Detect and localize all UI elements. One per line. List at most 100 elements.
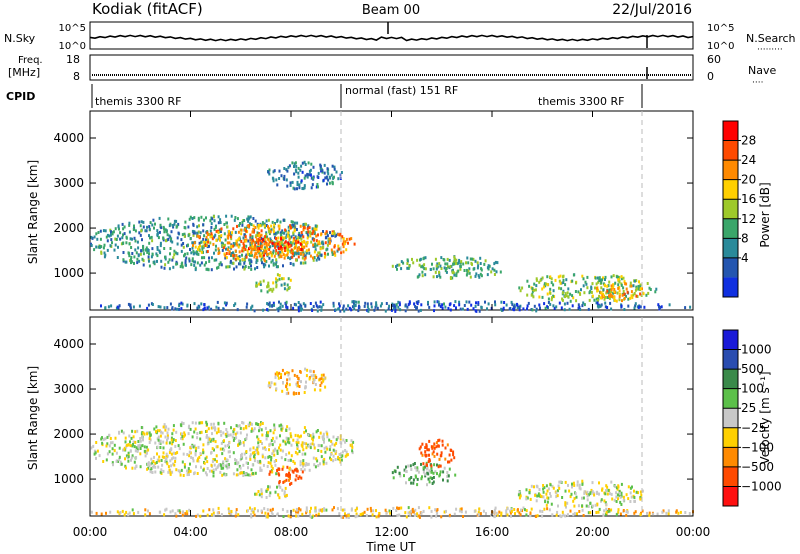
x-tick-label: 20:00 [575,525,610,539]
data-cell [167,470,170,474]
data-cell [291,220,294,224]
power-data [90,160,692,313]
data-cell [418,514,421,518]
data-cell [287,514,290,518]
data-cell [230,254,232,257]
data-cell [122,448,125,452]
colorbar-tick-label: 100 [741,382,764,396]
data-cell [99,237,102,241]
data-cell [516,508,519,512]
data-cell [275,231,278,235]
data-cell [213,235,216,239]
data-cell [254,219,257,223]
data-cell [258,429,260,433]
data-cell [294,433,297,437]
data-cell [252,239,254,243]
data-cell [531,289,534,293]
data-cell [138,220,141,224]
data-cell [620,275,623,279]
data-cell [224,457,227,461]
velocity-ylabel: Slant Range [km] [26,366,40,470]
data-cell [518,490,521,494]
data-cell [188,424,191,428]
data-cell [306,175,309,179]
data-cell [453,512,456,516]
data-cell [400,267,403,271]
data-cell [257,242,260,245]
data-cell [439,264,442,268]
data-cell [427,302,429,306]
data-cell [156,234,159,238]
data-cell [203,306,206,310]
data-cell [322,373,325,377]
data-cell [311,309,314,312]
data-cell [272,179,275,183]
data-cell [119,511,122,514]
data-cell [469,275,472,279]
data-cell [581,496,583,500]
colorbar-tick-label: 24 [741,153,756,167]
data-cell [218,228,221,232]
data-cell [296,443,298,447]
data-cell [433,442,436,446]
data-cell [173,249,176,253]
data-cell [311,227,314,231]
data-cell [612,274,615,278]
data-cell [111,232,114,236]
data-cell [191,217,194,220]
data-cell [394,308,397,312]
data-cell [585,504,588,508]
data-cell [606,485,609,489]
data-cell [370,305,373,309]
data-cell [541,295,544,299]
data-cell [582,284,585,288]
data-cell [266,431,268,435]
data-cell [245,305,248,309]
freq-label-1: Freq. [18,55,43,66]
data-cell [265,260,268,263]
data-cell [307,230,310,234]
data-cell [355,512,358,516]
data-cell [392,476,395,480]
data-cell [174,512,177,516]
data-cell [296,438,299,442]
data-cell [338,453,341,456]
data-cell [116,234,119,238]
data-cell [245,461,248,465]
data-cell [581,504,584,508]
data-cell [283,241,286,245]
data-cell [633,511,636,515]
data-cell [607,508,610,511]
data-cell [121,242,124,245]
data-cell [96,237,99,241]
data-cell [587,493,590,497]
data-cell [275,260,278,264]
data-cell [163,423,166,427]
data-cell [351,445,354,449]
data-cell [268,472,271,476]
data-cell [251,508,254,512]
data-cell [246,302,249,306]
data-cell [243,258,246,262]
data-cell [228,241,231,245]
data-cell [297,306,300,310]
data-cell [578,510,581,513]
data-cell [312,258,315,262]
data-cell [159,241,162,245]
data-cell [284,254,287,258]
x-tick-label: 16:00 [475,525,510,539]
data-cell [297,233,300,237]
data-cell [284,494,286,498]
data-cell [324,450,327,454]
data-cell [557,484,560,488]
data-cell [226,463,229,467]
data-cell [333,443,336,447]
data-cell [243,244,246,248]
data-cell [209,219,212,223]
data-cell [253,453,256,457]
data-cell [166,462,169,466]
data-cell [262,222,265,226]
data-cell [423,256,426,260]
data-cell [306,172,309,176]
